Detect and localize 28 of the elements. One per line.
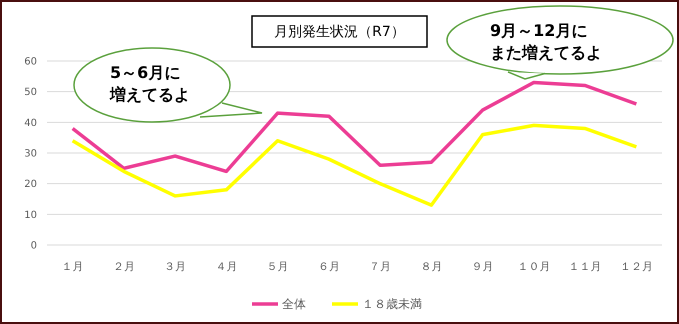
x-tick-label: １２月: [620, 260, 653, 273]
x-tick-label: ７月: [369, 260, 392, 273]
annotation: また増えてるよ: [490, 43, 602, 62]
text: 9月～12月に: [490, 21, 588, 40]
x-tick-label: ４月: [215, 260, 238, 273]
y-tick-label: 10: [24, 210, 37, 221]
y-tick-label: 0: [30, 240, 37, 252]
annotation: 増えてるよ: [109, 85, 190, 104]
legend-label: 全体: [282, 297, 306, 312]
chart-title: 月別発生状況（R7）: [274, 24, 405, 40]
annotation: 5～6月に: [110, 63, 180, 82]
y-tick-label: 50: [24, 87, 37, 98]
x-tick-label: １月: [62, 260, 84, 273]
x-tick-label: ３月: [164, 260, 186, 273]
y-tick-label: 30: [24, 148, 37, 160]
y-tick-label: 60: [24, 56, 37, 68]
x-tick-label: １０月: [517, 260, 550, 273]
line-series: [70, 80, 638, 174]
x-tick-label: ９月: [472, 260, 494, 273]
x-tick-label: ８月: [420, 260, 442, 273]
y-tick-label: 20: [24, 179, 37, 190]
x-tick-label: ５月: [266, 260, 289, 273]
x-tick-label: ２月: [112, 260, 135, 273]
x-tick-label: ６月: [318, 260, 340, 273]
legend-label: １８歳未満: [362, 297, 422, 312]
x-tick-label: １１月: [568, 260, 602, 273]
y-tick-label: 40: [24, 118, 37, 129]
line-series: [70, 124, 638, 207]
